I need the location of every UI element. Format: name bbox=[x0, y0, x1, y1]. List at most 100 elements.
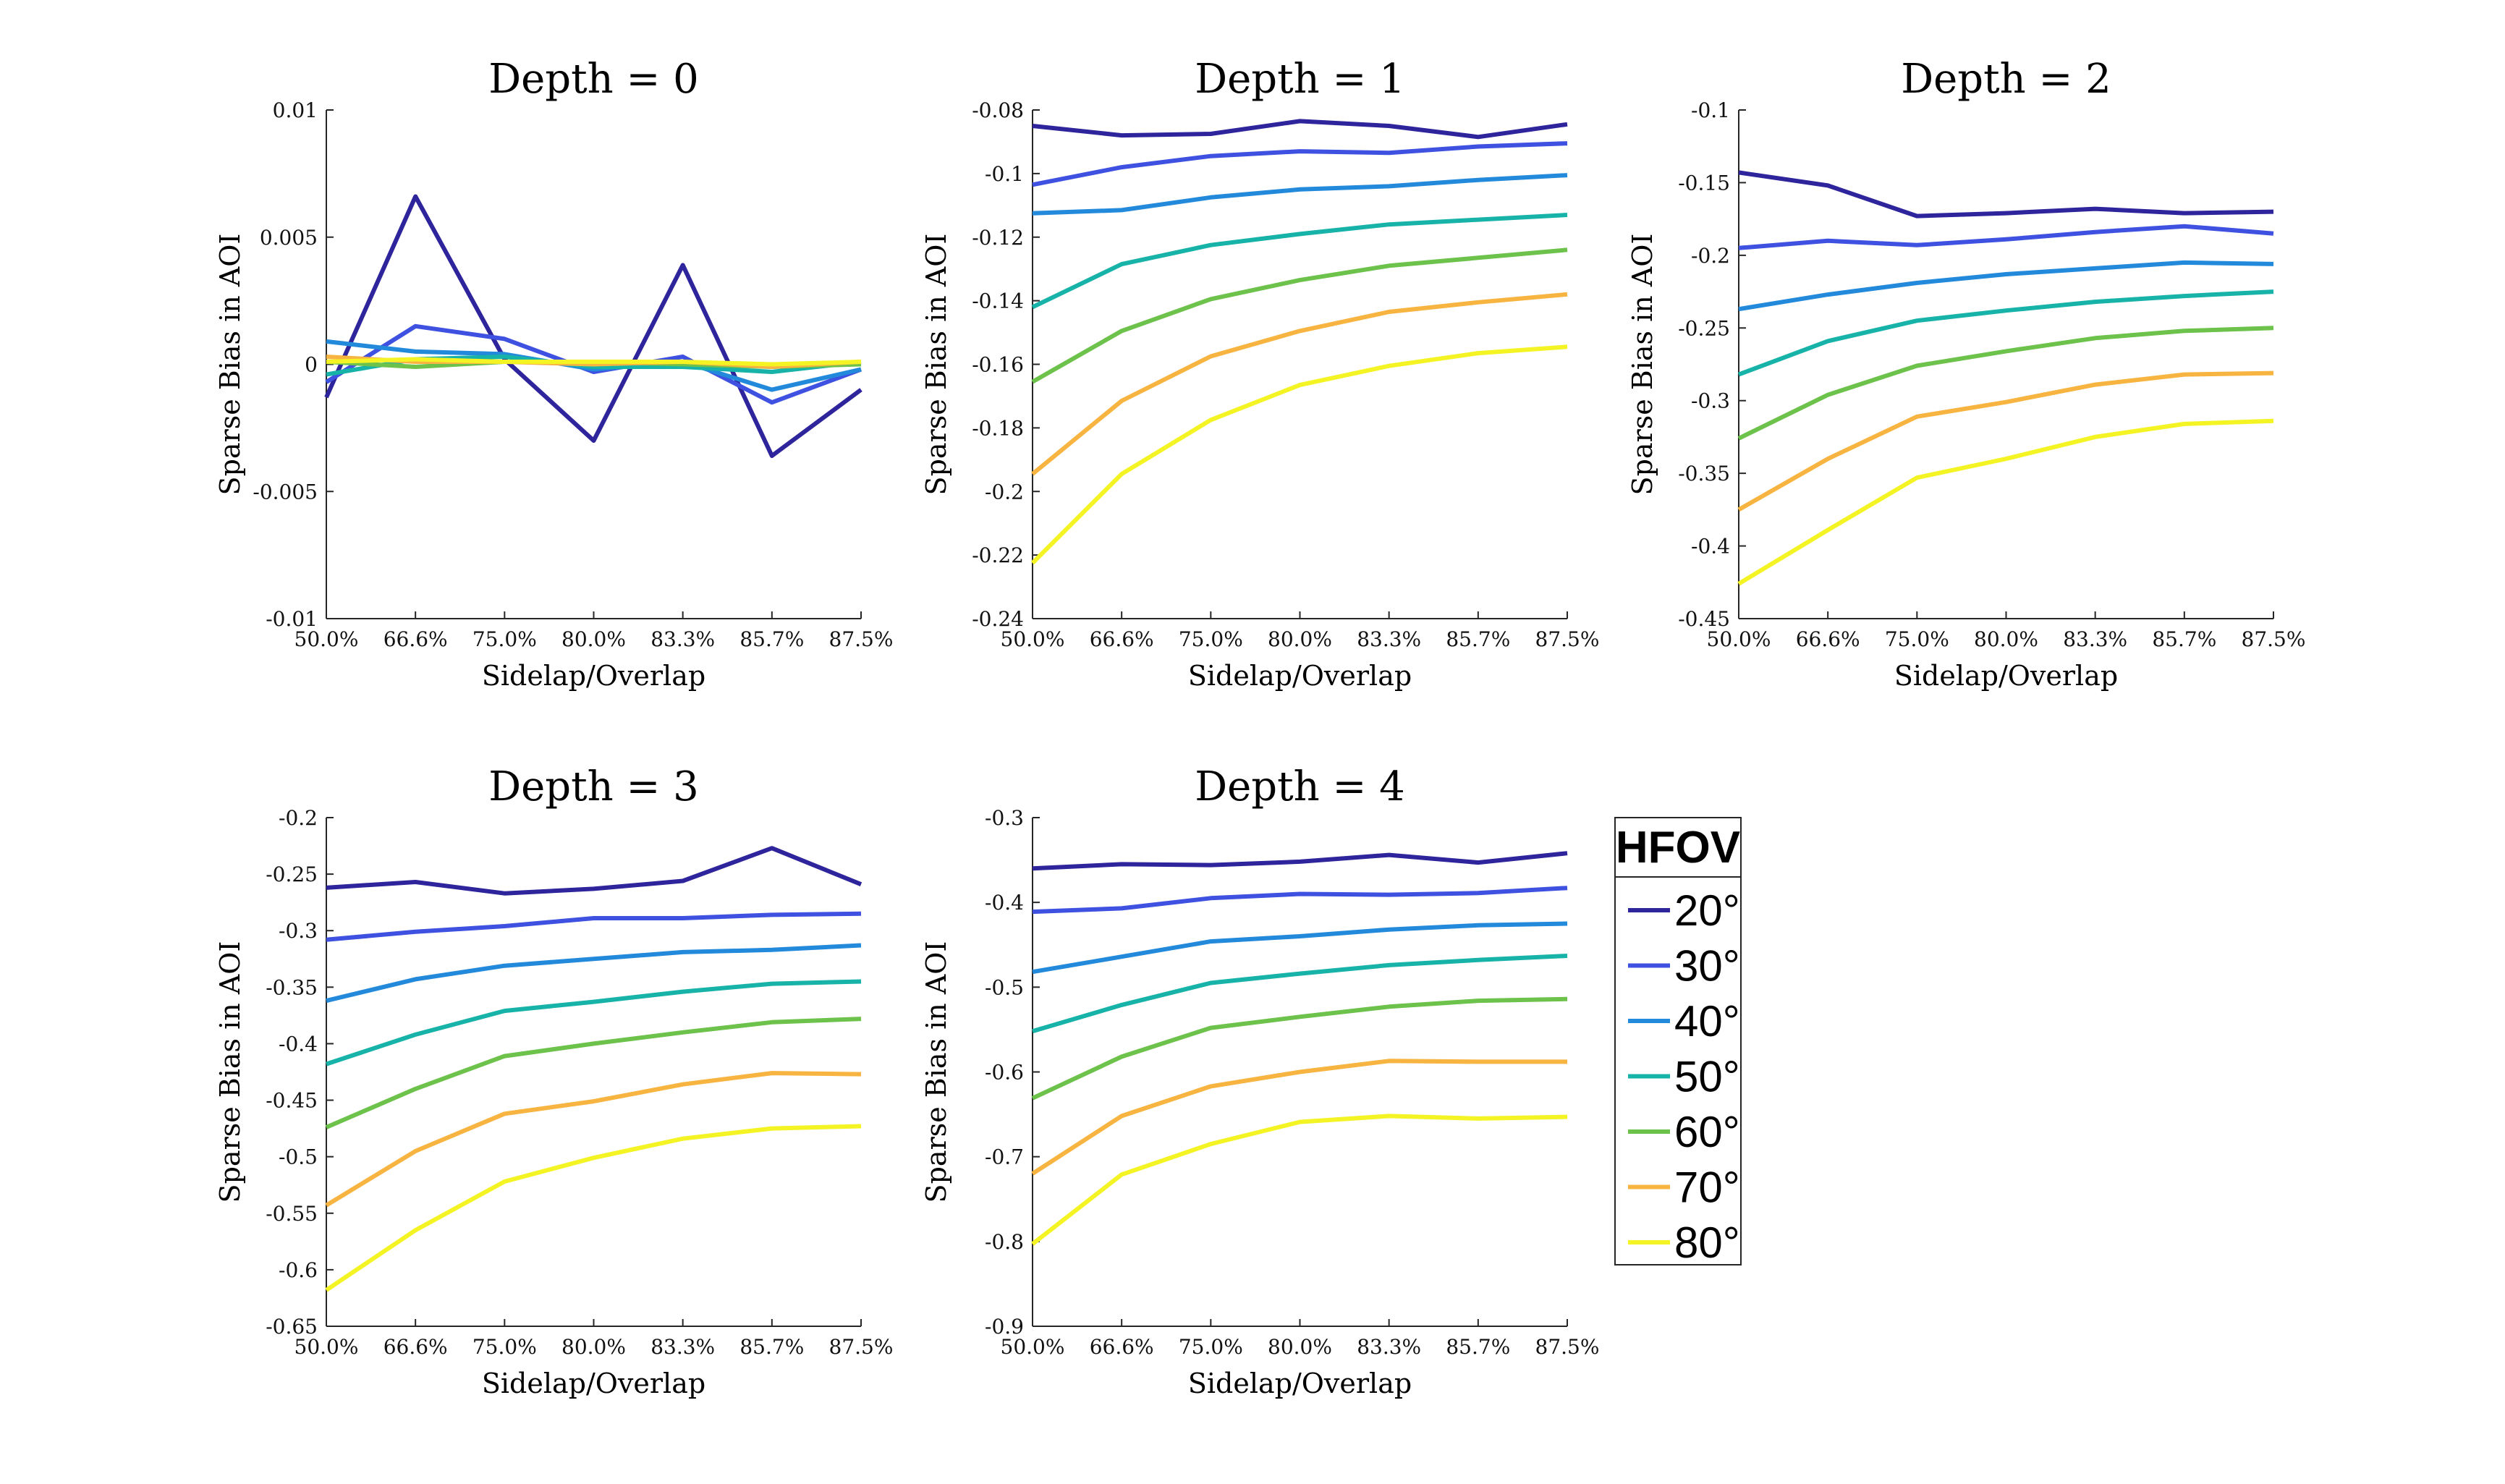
y-tick-label: -0.1 bbox=[985, 162, 1024, 186]
x-tick-label: 83.3% bbox=[2063, 627, 2127, 651]
y-tick-label: -0.24 bbox=[972, 607, 1024, 631]
series-line-40deg bbox=[326, 943, 862, 1004]
y-tick-label: -0.4 bbox=[1691, 535, 1730, 559]
series-line-50deg bbox=[1031, 213, 1568, 310]
x-tick-label: 50.0% bbox=[1001, 1335, 1065, 1359]
y-tick-label: -0.3 bbox=[1691, 389, 1730, 413]
series-line-60deg bbox=[1031, 247, 1568, 384]
x-tick-label: 75.0% bbox=[472, 627, 537, 651]
y-tick-label: -0.4 bbox=[279, 1032, 318, 1056]
y-axis-label: Sparse Bias in AOI bbox=[214, 234, 246, 496]
x-tick-label: 80.0% bbox=[561, 1335, 626, 1359]
subplot-title: Depth = 3 bbox=[488, 763, 699, 810]
series-line-50deg bbox=[1737, 289, 2274, 377]
y-tick-label: -0.6 bbox=[985, 1061, 1024, 1085]
y-tick-label: -0.1 bbox=[1691, 98, 1730, 122]
series-line-50deg bbox=[326, 979, 862, 1067]
y-tick-label: -0.65 bbox=[266, 1315, 318, 1339]
y-tick-label: -0.2 bbox=[985, 480, 1024, 504]
y-tick-label: -0.12 bbox=[972, 226, 1024, 250]
x-tick-label: 50.0% bbox=[1707, 627, 1771, 651]
series-line-60deg bbox=[1737, 326, 2274, 441]
series-line-70deg bbox=[326, 355, 862, 369]
legend-label: 80° bbox=[1674, 1218, 1740, 1267]
series-line-20deg bbox=[326, 846, 862, 896]
y-tick-label: -0.22 bbox=[972, 543, 1024, 567]
legend-label: 40° bbox=[1674, 997, 1740, 1046]
subplot-title: Depth = 4 bbox=[1195, 763, 1405, 810]
x-tick-label: 87.5% bbox=[829, 627, 894, 651]
x-tick-label: 83.3% bbox=[1357, 627, 1421, 651]
series-line-70deg bbox=[1737, 370, 2274, 512]
x-tick-label: 87.5% bbox=[829, 1335, 894, 1359]
x-tick-label: 50.0% bbox=[294, 1335, 359, 1359]
x-tick-label: 75.0% bbox=[472, 1335, 537, 1359]
y-tick-label: -0.35 bbox=[1678, 462, 1730, 486]
x-tick-label: 80.0% bbox=[1268, 627, 1332, 651]
y-tick-label: -0.2 bbox=[279, 806, 318, 830]
series-line-70deg bbox=[1031, 1059, 1567, 1176]
series-line-70deg bbox=[1031, 292, 1568, 476]
y-tick-label: -0.35 bbox=[266, 975, 318, 999]
y-tick-label: -0.18 bbox=[972, 416, 1024, 440]
x-tick-label: 66.6% bbox=[1090, 627, 1154, 651]
legend: HFOV 20° 30° 40° 50° 60° 70° 80° bbox=[1614, 817, 1742, 1267]
subplot-depth-4: Depth = 4 50.0% 66.6% 75.0% 80.0% 83.3% 85.7% 8… bbox=[920, 763, 1599, 1399]
x-axis-label: Sidelap/Overlap bbox=[482, 660, 705, 692]
legend-label: 60° bbox=[1674, 1108, 1740, 1156]
y-tick-label: -0.25 bbox=[1678, 316, 1730, 340]
series-line-80deg bbox=[1030, 344, 1568, 565]
y-tick-label: -0.7 bbox=[985, 1145, 1024, 1169]
x-tick-label: 87.5% bbox=[1535, 627, 1600, 651]
subplot-depth-1: Depth = 1 50.0% 66.6% 75.0% 80.0% 83.3% 85.7% 8… bbox=[920, 56, 1599, 692]
series-line-40deg bbox=[1738, 260, 2274, 312]
x-tick-label: 85.7% bbox=[2152, 627, 2216, 651]
series-line-80deg bbox=[326, 357, 862, 367]
series-line-20deg bbox=[1032, 851, 1568, 871]
y-tick-label: -0.08 bbox=[972, 98, 1024, 122]
y-tick-label: -0.4 bbox=[985, 891, 1024, 915]
y-tick-label: -0.45 bbox=[1678, 607, 1730, 631]
x-tick-label: 50.0% bbox=[294, 627, 359, 651]
y-tick-label: 0.005 bbox=[260, 226, 318, 250]
y-tick-label: -0.45 bbox=[266, 1089, 318, 1113]
y-axis-label: Sparse Bias in AOI bbox=[920, 234, 952, 496]
y-tick-label: -0.005 bbox=[253, 480, 318, 504]
y-tick-label: -0.16 bbox=[972, 353, 1024, 377]
legend-label: 20° bbox=[1674, 886, 1740, 935]
y-tick-label: 0 bbox=[305, 353, 318, 377]
subplot-title: Depth = 1 bbox=[1195, 56, 1405, 103]
series-line-40deg bbox=[1032, 173, 1568, 216]
x-tick-label: 66.6% bbox=[1090, 1335, 1154, 1359]
subplot-depth-3: Depth = 3 50.0% 66.6% 75.0% 80.0% 83.3% 85.7% 8… bbox=[214, 763, 893, 1399]
x-axis-label: Sidelap/Overlap bbox=[482, 1368, 705, 1399]
y-tick-label: 0.01 bbox=[273, 98, 318, 122]
x-tick-label: 85.7% bbox=[739, 627, 804, 651]
x-axis-label: Sidelap/Overlap bbox=[1188, 660, 1412, 692]
series-line-30deg bbox=[1032, 141, 1568, 187]
y-tick-label: -0.3 bbox=[279, 919, 318, 943]
series-line-20deg bbox=[1032, 119, 1568, 140]
x-tick-label: 75.0% bbox=[1179, 627, 1243, 651]
series-line-60deg bbox=[1031, 996, 1568, 1101]
x-tick-label: 85.7% bbox=[1446, 627, 1510, 651]
y-tick-label: -0.01 bbox=[266, 607, 318, 631]
x-tick-label: 85.7% bbox=[1446, 1335, 1510, 1359]
series-line-50deg bbox=[1032, 954, 1568, 1034]
x-axis-label: Sidelap/Overlap bbox=[1894, 660, 2118, 692]
legend-entries: 20° 30° 40° 50° 60° 70° 80° bbox=[1628, 886, 1740, 1267]
x-tick-label: 85.7% bbox=[739, 1335, 804, 1359]
subplot-depth-2: Depth = 2 50.0% 66.6% 75.0% 80.0% 83.3% 85.7% 8… bbox=[1627, 56, 2305, 692]
x-tick-label: 75.0% bbox=[1179, 1335, 1243, 1359]
legend-label: 70° bbox=[1674, 1163, 1740, 1212]
x-tick-label: 66.6% bbox=[383, 1335, 448, 1359]
series-line-30deg bbox=[1738, 224, 2274, 250]
y-tick-label: -0.14 bbox=[972, 289, 1024, 313]
x-tick-label: 80.0% bbox=[1268, 1335, 1332, 1359]
x-tick-label: 83.3% bbox=[650, 1335, 715, 1359]
series-line-40deg bbox=[326, 339, 862, 392]
y-tick-label: -0.5 bbox=[279, 1145, 318, 1169]
legend-label: 30° bbox=[1674, 942, 1740, 991]
y-tick-label: -0.25 bbox=[266, 862, 318, 886]
